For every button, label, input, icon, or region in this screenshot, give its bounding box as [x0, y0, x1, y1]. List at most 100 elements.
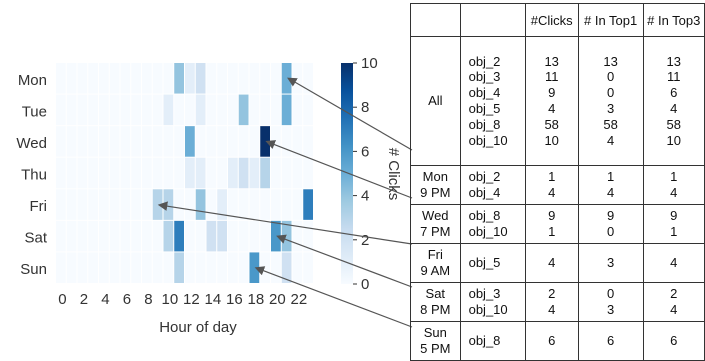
heatmap-cell	[56, 157, 66, 189]
heatmap-cell	[281, 126, 292, 157]
in-top1-cell: 6	[577, 321, 644, 361]
heatmap-cell	[249, 63, 260, 94]
heatmap-cell	[195, 157, 206, 189]
heatmap-cell	[131, 94, 141, 126]
heatmap-cell	[174, 252, 184, 283]
clicks-cell: 6	[524, 321, 579, 361]
heatmap-cell	[238, 189, 249, 220]
group-label-cell-line: Sat	[425, 286, 446, 301]
in-top3-cell-line: 9	[670, 208, 678, 224]
heatmap-cell	[195, 126, 206, 157]
in-top1-cell-line: 13	[603, 53, 618, 69]
clicks-cell-line: 9	[548, 85, 556, 101]
heatmap-cell	[195, 220, 206, 252]
heatmap-cell	[152, 126, 163, 157]
heatmap-cell	[217, 63, 227, 94]
heatmap-cell	[88, 252, 98, 283]
heatmap-cell	[260, 126, 270, 157]
heatmap-cell	[99, 126, 109, 157]
heatmap-cell	[238, 63, 249, 94]
object-cell-line: obj_4	[468, 185, 501, 200]
heatmap-cell	[303, 252, 313, 283]
x-tick-label: 16	[226, 291, 243, 308]
in-top1-cell: 3	[577, 243, 644, 283]
clicks-cell-line: 11	[544, 69, 559, 85]
table-row: All obj_2 obj_3 obj_4 obj_5 obj_8 obj_10 13 11 9 4…	[410, 36, 705, 166]
group-label-cell: Mon 9 PM	[410, 165, 461, 205]
heatmap-cell	[249, 94, 260, 126]
object-cell-line: obj_5	[468, 255, 501, 271]
heatmap-cell	[185, 252, 195, 283]
heatmap-cell	[195, 252, 206, 283]
in-top3-cell: 6	[642, 321, 705, 361]
heatmap-cell	[206, 94, 217, 126]
in-top3-cell-line: 10	[666, 132, 681, 148]
heatmap-cell	[131, 126, 141, 157]
heatmap-cell	[228, 63, 238, 94]
in-top1-cell-line: 6	[607, 333, 615, 349]
x-tick-label: 10	[162, 291, 179, 308]
heatmap-cell	[292, 94, 303, 126]
group-label-cell: Sat 8 PM	[410, 282, 461, 322]
heatmap-cell	[238, 220, 249, 252]
heatmap-cell	[99, 157, 109, 189]
x-axis-label: Hour of day	[159, 319, 237, 336]
in-top1-cell-line: 0	[607, 69, 615, 85]
object-cell: obj_5	[459, 243, 526, 283]
heatmap-cell	[303, 63, 313, 94]
heatmap-cell	[152, 252, 163, 283]
heatmap-cell	[260, 252, 270, 283]
heatmap-cell	[174, 189, 184, 220]
heatmap-cell	[152, 157, 163, 189]
in-top3-cell-line: 6	[670, 85, 678, 101]
header-in-top3: # In Top3	[642, 3, 705, 37]
clicks-cell-line: 1	[548, 224, 556, 239]
heatmap-cell	[77, 94, 88, 126]
heatmap-cell	[66, 126, 77, 157]
heatmap-cell	[292, 220, 303, 252]
connector-arrow	[157, 201, 413, 245]
in-top1-cell-line: 0	[607, 286, 615, 302]
heatmap-cell	[163, 252, 174, 283]
group-label-cell-line: 9 AM	[420, 263, 451, 278]
heatmap-cell	[206, 126, 217, 157]
in-top3-cell-line: 2	[670, 286, 678, 302]
heatmap-cell	[163, 63, 174, 94]
heatmap-cell	[56, 220, 66, 252]
heatmap-cell	[185, 189, 195, 220]
heatmap-cell	[109, 157, 120, 189]
object-cell-line: obj_8	[468, 116, 501, 132]
heatmap-cell	[281, 252, 292, 283]
heatmap-cell	[77, 189, 88, 220]
heatmap-cell	[271, 126, 281, 157]
heatmap-cell	[56, 94, 66, 126]
heatmap-cell	[206, 189, 217, 220]
x-tick-label: 6	[123, 291, 131, 308]
heatmap-cell	[185, 63, 195, 94]
in-top3-cell-line: 13	[666, 53, 681, 69]
group-label-cell-line: 5 PM	[420, 341, 451, 356]
x-tick-label: 2	[80, 291, 88, 308]
heatmap-cell	[109, 63, 120, 94]
heatmap-cell	[77, 220, 88, 252]
in-top1-cell-line: 4	[607, 185, 615, 200]
clicks-cell: 13 11 9 4 58 10	[524, 36, 579, 166]
header-clicks: #Clicks	[524, 3, 579, 37]
heatmap-cell	[260, 63, 270, 94]
in-top3-cell: 13 11 6 4 58 10	[642, 36, 705, 166]
clicks-cell-line: 4	[548, 185, 556, 200]
heatmap-cell	[292, 189, 303, 220]
heatmap-cell	[228, 189, 238, 220]
table-row: Fri 9 AM obj_5 4 3 4	[410, 243, 705, 283]
heatmap-cell	[249, 252, 260, 283]
heatmap-cell	[206, 252, 217, 283]
clicks-cell-line: 4	[548, 302, 556, 317]
group-label-cell-line: All	[428, 93, 443, 108]
colorbar-label: # Clicks	[385, 148, 402, 201]
